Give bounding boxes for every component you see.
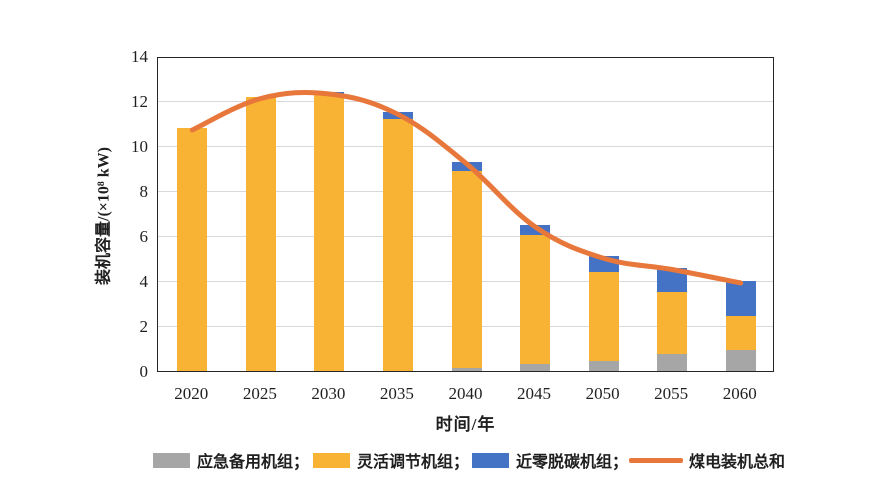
x-tick-2060: 2060: [722, 384, 757, 403]
x-tick-2020: 2020: [174, 384, 209, 403]
bar-segment-2055: [657, 267, 688, 293]
bar-segment-2050: [588, 272, 619, 361]
bar-segment-2040: [451, 367, 482, 371]
bar-segment-2060: [725, 349, 756, 371]
y-tick-10: 10: [131, 137, 148, 156]
legend-label-total-coal-capacity: 煤电装机总和: [689, 454, 786, 471]
legend-swatch-total-coal-line: [629, 457, 683, 463]
bar-segment-2030: [314, 92, 345, 95]
y-tick-4: 4: [139, 272, 149, 291]
bar-segment-2060: [725, 315, 756, 350]
legend-item-total-coal-capacity: 煤电装机总和: [629, 448, 785, 472]
bar-segment-2040: [451, 170, 482, 368]
x-tick-2045: 2045: [517, 384, 552, 403]
bar-segment-2030: [314, 94, 345, 371]
legend-label-emergency-backup: 应急备用机组；: [197, 454, 310, 471]
y-tick-6: 6: [139, 227, 149, 246]
legend-label-near-zero-decarbonization: 近零脱碳机组；: [516, 454, 629, 471]
bar-segment-2060: [725, 281, 756, 316]
legend: 应急备用机组； 灵活调节机组； 近零脱碳机组； 煤电装机总和: [0, 448, 879, 478]
bar-segment-2050: [588, 360, 619, 371]
x-axis-title: 时间/年: [435, 415, 496, 434]
bar-segment-2020: [177, 128, 208, 371]
x-tick-2035: 2035: [379, 384, 414, 403]
legend-label-flexible-regulation: 灵活调节机组；: [357, 454, 470, 471]
y-axis-title: 装机容量/(×10⁸ kW): [95, 147, 113, 285]
bar-segment-2045: [520, 224, 551, 235]
x-tick-2030: 2030: [311, 384, 346, 403]
legend-swatch-emergency-backup: [153, 452, 190, 468]
plot-area: [157, 57, 774, 372]
y-tick-2: 2: [139, 317, 149, 336]
legend-swatch-flexible-regulation: [313, 452, 350, 468]
x-tick-2040: 2040: [448, 384, 483, 403]
legend-item-flexible-regulation-units: 灵活调节机组；: [313, 448, 469, 472]
bar-segment-2055: [657, 292, 688, 355]
y-tick-8: 8: [139, 182, 149, 201]
bar-segment-2035: [382, 119, 413, 371]
bar-segment-2055: [657, 354, 688, 371]
y-tick-14: 14: [131, 47, 148, 66]
bar-segment-2035: [382, 112, 413, 119]
bar-segment-2045: [520, 234, 551, 365]
bar-segment-2040: [451, 161, 482, 171]
bar-segment-2025: [245, 96, 276, 371]
y-tick-0: 0: [139, 362, 149, 381]
x-tick-2050: 2050: [585, 384, 620, 403]
legend-swatch-near-zero-decarbonization: [472, 452, 509, 468]
legend-item-emergency-backup-units: 应急备用机组；: [153, 448, 309, 472]
x-tick-2055: 2055: [654, 384, 689, 403]
x-tick-2025: 2025: [242, 384, 277, 403]
legend-item-near-zero-decarbonization-units: 近零脱碳机组；: [472, 448, 628, 472]
y-tick-12: 12: [131, 92, 148, 111]
bar-segment-2050: [588, 256, 619, 272]
bar-segment-2045: [520, 364, 551, 371]
